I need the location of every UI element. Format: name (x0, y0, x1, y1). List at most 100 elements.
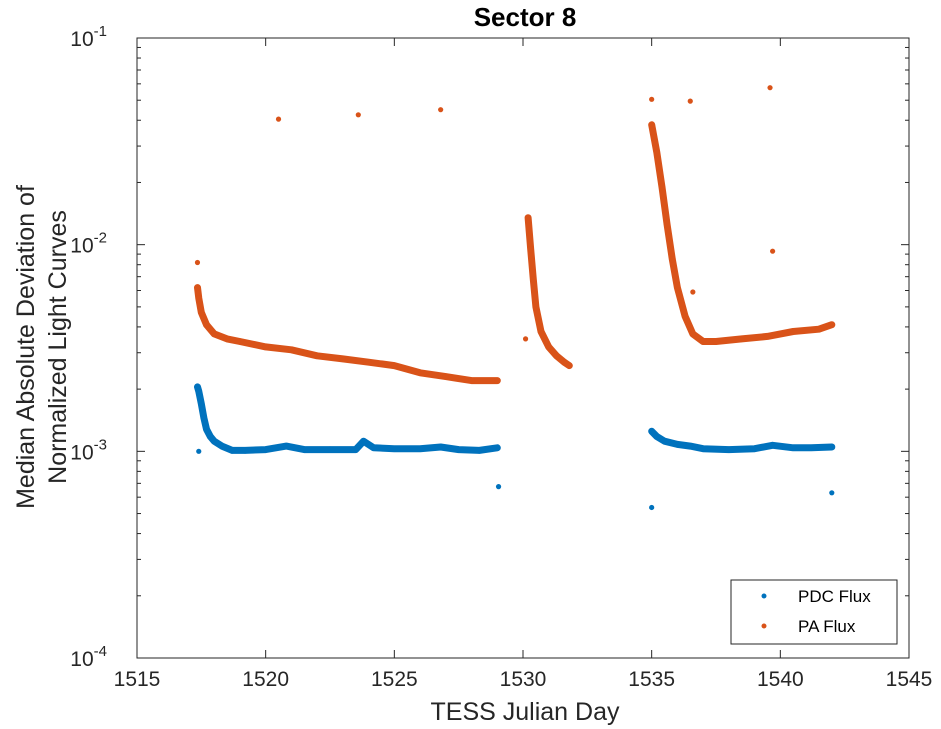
data-point (658, 183, 666, 191)
y-tick-label: 10-3 (70, 436, 107, 464)
data-point (725, 446, 733, 453)
data-point (524, 214, 532, 221)
data-point (223, 335, 231, 343)
data-point (476, 447, 483, 454)
data-point (391, 362, 398, 369)
data-point (283, 442, 290, 450)
data-point (198, 400, 205, 407)
legend: PDC Flux PA Flux (730, 579, 898, 645)
data-point (527, 246, 534, 253)
data-point (339, 355, 347, 363)
x-axis-label: TESS Julian Day (431, 698, 620, 726)
data-point (262, 343, 269, 351)
data-point (288, 346, 295, 353)
legend-label-pdc-flux: PDC Flux (798, 587, 871, 606)
data-point (764, 333, 771, 340)
y-tick-label: 10-1 (70, 23, 107, 51)
legend-marker-pa-flux (761, 623, 767, 629)
data-point (769, 442, 776, 449)
data-point (669, 256, 676, 263)
data-point (442, 373, 449, 380)
data-point (200, 414, 208, 422)
data-point (653, 149, 661, 156)
data-point (689, 330, 697, 338)
data-point (262, 446, 269, 453)
data-point (828, 321, 835, 328)
data-point (203, 321, 210, 328)
data-point (663, 221, 671, 228)
data-point (751, 445, 758, 452)
data-point-outlier (522, 336, 529, 342)
data-point-outlier (767, 85, 773, 91)
series-pa-flux (194, 85, 836, 385)
data-point-outlier (194, 259, 201, 266)
data-point (194, 284, 201, 291)
data-point (699, 445, 707, 452)
data-point-outlier (690, 289, 696, 295)
data-point (790, 444, 797, 452)
data-point (712, 338, 720, 345)
x-tick-label: 1545 (886, 668, 933, 691)
data-point (301, 446, 308, 453)
data-point (352, 446, 359, 453)
data-point (365, 358, 372, 366)
data-point (674, 284, 681, 291)
data-point-outlier (829, 490, 835, 496)
chart-title: Sector 8 (474, 2, 577, 32)
data-point (416, 445, 424, 452)
data-point-outlier (649, 504, 655, 511)
data-point (218, 442, 226, 450)
data-point (207, 433, 214, 440)
data-point (545, 343, 552, 351)
data-point (494, 377, 501, 384)
data-point (455, 446, 462, 453)
data-point (687, 442, 694, 450)
data-point (211, 330, 218, 338)
x-tick-label: 1520 (242, 668, 289, 691)
data-point (648, 121, 655, 129)
x-tick-label: 1525 (371, 668, 418, 691)
data-point-outlier (275, 116, 282, 122)
data-point (738, 335, 745, 343)
data-point (437, 443, 444, 451)
data-point-outlier (649, 96, 655, 102)
data-point (815, 325, 823, 333)
data-point-outlier (438, 107, 444, 113)
data-point (532, 303, 540, 311)
y-axis-label-line-1: Median Absolute Deviation of (12, 185, 40, 509)
data-point (790, 328, 797, 335)
y-tick-label: 10-2 (70, 230, 107, 258)
x-tick-label: 1540 (757, 668, 804, 691)
data-point-outlier (196, 448, 202, 454)
data-point (468, 377, 475, 384)
data-point (674, 441, 681, 448)
data-point (313, 352, 321, 359)
data-point (648, 428, 655, 435)
y-axis: 10-4 10-3 10-2 10-1 (70, 23, 909, 671)
data-point (370, 444, 377, 452)
data-point (560, 358, 568, 366)
legend-marker-pdc-flux (761, 593, 767, 599)
x-tick-label: 1535 (628, 668, 675, 691)
data-point (699, 338, 707, 345)
data-point-outlier (770, 248, 776, 254)
data-point (537, 328, 545, 335)
legend-label-pa-flux: PA Flux (798, 617, 856, 636)
data-layer (194, 85, 836, 511)
data-point (360, 437, 367, 445)
data-point (828, 443, 835, 451)
plot-area (136, 37, 910, 659)
data-point-outlier (495, 484, 502, 490)
data-point (236, 338, 244, 345)
data-point (416, 369, 424, 376)
data-point (530, 276, 537, 283)
x-tick-label: 1515 (114, 668, 161, 691)
series-pdc-flux (194, 383, 836, 511)
data-point (808, 444, 815, 452)
data-point (203, 425, 210, 433)
data-point (391, 445, 398, 452)
data-point-outlier (355, 112, 361, 118)
data-point (229, 447, 236, 454)
data-point (553, 352, 560, 359)
